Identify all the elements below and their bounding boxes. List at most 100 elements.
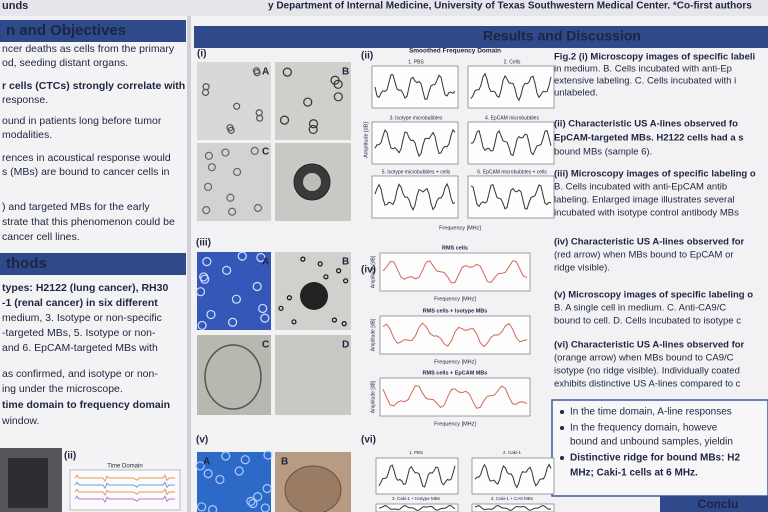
caption-line: bound MBs (sample 6).: [554, 147, 652, 158]
image-letter: B: [342, 257, 349, 268]
objective-line: s (MBs) are bound to cancer cells in: [2, 166, 170, 178]
image-letter: A: [262, 257, 269, 268]
subplot-title: 2. Caki-1: [503, 450, 522, 455]
methods-bar: [0, 253, 186, 275]
objective-line: ound in patients long before tumor: [2, 115, 162, 127]
cell: [252, 281, 262, 292]
cell: [233, 102, 241, 110]
axis-label: Amplitude [dB]: [370, 255, 376, 288]
cell: [237, 251, 247, 261]
trace: [470, 129, 552, 157]
subplot-title: 4. Caki-1 + CA9 MBs: [491, 496, 534, 501]
cell: [208, 505, 218, 512]
summary-line: In the frequency domain, howeve: [570, 423, 718, 434]
cell: [343, 278, 349, 284]
objective-line: ) and targeted MBs for the early: [2, 201, 150, 213]
plot-frame: [371, 65, 459, 109]
cell: [204, 151, 214, 160]
caption-line: (iv) Characteristic US A-lines observed …: [554, 237, 745, 248]
panel-label: (vi): [361, 435, 376, 446]
caption-line: extensive labeling. C. Cells incubated w…: [554, 76, 736, 87]
subplot-title: 1. PBS: [408, 59, 424, 65]
caption-line: (red arrow) when MBs bound to EpCAM or: [554, 250, 734, 261]
panel-label: (ii): [64, 451, 76, 462]
trace: [474, 504, 552, 511]
cell: [291, 319, 297, 325]
subplot-title: 6. EpCAM microbubbles + cells: [477, 169, 547, 175]
axis-label: Amplitude [dB]: [370, 318, 376, 351]
caption-line: unlabeled.: [554, 88, 598, 99]
caption-line: (v) Microscopy images of specific labeli…: [554, 290, 753, 301]
subplot-title: 4. EpCAM microbubbles: [485, 115, 539, 121]
cell: [260, 313, 270, 323]
results-bar: [194, 26, 768, 48]
axis-label: Frequency [MHz]: [439, 225, 481, 231]
subplot-title: 1. PBS: [409, 450, 423, 455]
caption-line: incubated with isotype control antibody …: [554, 208, 739, 219]
cell: [333, 92, 343, 102]
caption-line: B. Cells incubated with anti-EpCAM antib: [554, 182, 727, 193]
cell: [341, 321, 347, 327]
image-letter: C: [262, 147, 269, 158]
plot-frame: [371, 175, 459, 219]
cell: [260, 503, 270, 512]
caption-line: ridge visible).: [554, 263, 610, 274]
bullet: [560, 426, 564, 430]
section-title: n and Objectives: [6, 22, 126, 39]
cell: [282, 67, 292, 77]
method-line: time domain to frequency domain: [2, 399, 170, 411]
plot-frame: [379, 315, 531, 355]
cell: [202, 257, 212, 267]
cell: [197, 502, 207, 512]
plot-frame: [379, 252, 531, 292]
cell: [258, 303, 268, 314]
subplot-title: RMS cells: [442, 245, 468, 251]
objective-line: od, seeding distant organs.: [2, 57, 128, 69]
cell: [256, 252, 266, 263]
cell: [197, 320, 207, 331]
cell: [256, 114, 264, 122]
cell: [333, 79, 343, 89]
trace: [382, 260, 528, 284]
image-letter: B: [342, 67, 349, 78]
cell: [231, 294, 241, 304]
trace: [382, 385, 528, 409]
cell: [203, 182, 213, 191]
cell: [206, 309, 216, 320]
cell: [234, 466, 244, 476]
axis-label: Frequency [MHz]: [434, 296, 476, 302]
summary-line: In the time domain, A-line responses: [570, 407, 732, 418]
cell: [262, 483, 272, 494]
caption-line: exhibits distinctive US A-lines compared…: [554, 379, 741, 390]
plot-frame: [471, 503, 555, 512]
image-letter: D: [342, 340, 349, 351]
panel-label: (v): [196, 435, 208, 446]
cell: [228, 317, 238, 327]
trace: [74, 474, 175, 483]
cell: [303, 97, 313, 107]
conclusion-bar: [660, 496, 768, 512]
cell: [195, 461, 205, 471]
cell: [207, 163, 216, 172]
cell: [222, 265, 232, 275]
cell: [308, 124, 318, 135]
trace: [378, 505, 456, 511]
method-line: window.: [1, 415, 39, 427]
caption-line: in medium. B. Cells incubated with anti-…: [554, 64, 732, 75]
plot-frame: [375, 457, 459, 495]
trace: [74, 481, 175, 490]
cell: [195, 287, 206, 297]
trace: [378, 464, 456, 488]
caption-line: (ii) Characteristic US A-lines observed …: [554, 119, 738, 130]
plot-frame: [467, 175, 555, 219]
trace: [374, 128, 456, 158]
panel-label: (iv): [361, 265, 376, 276]
caption-line: Fig.2 (i) Microscopy images of specific …: [554, 52, 755, 63]
cell: [323, 274, 329, 280]
cell: [278, 305, 284, 311]
subplot-title: 3. Caki-1 + Isotype MBs: [392, 496, 441, 501]
trace: [474, 463, 552, 489]
plot-frame: [467, 65, 555, 109]
subplot-title: RMS cells + EpCAM MBs: [423, 370, 488, 376]
section-title: thods: [6, 255, 47, 272]
